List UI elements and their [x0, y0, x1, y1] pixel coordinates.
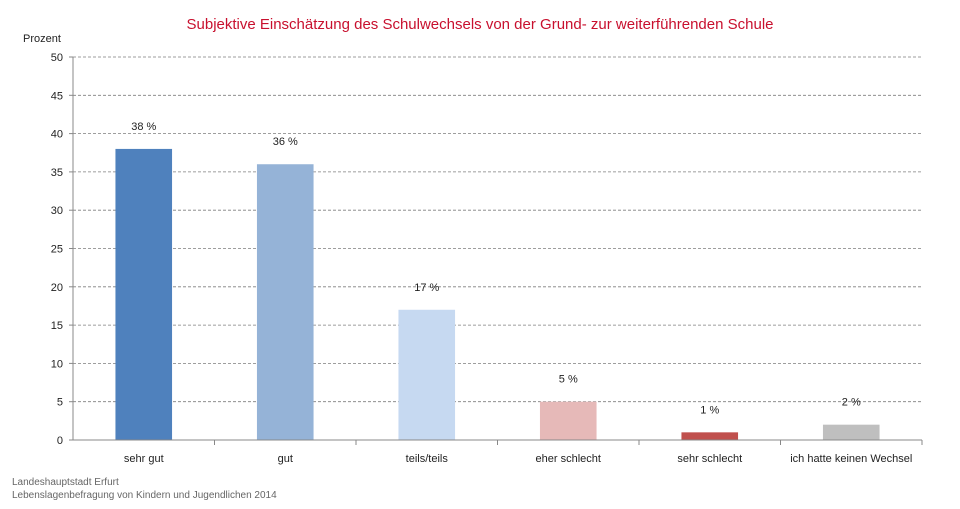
- x-tick-label-5: ich hatte keinen Wechsel: [790, 453, 912, 465]
- bar-3: [539, 401, 597, 440]
- bar-0: [115, 148, 173, 441]
- y-axis-label: Prozent: [23, 33, 61, 45]
- data-label-0: 38 %: [131, 121, 156, 133]
- y-tick-label-50: 50: [51, 52, 63, 64]
- y-tick-label-30: 30: [51, 205, 63, 217]
- data-label-3: 5 %: [559, 374, 578, 386]
- x-tick-label-2: teils/teils: [406, 453, 449, 465]
- y-tick-label-25: 25: [51, 244, 63, 256]
- x-tick-label-4: sehr schlecht: [677, 453, 742, 465]
- bars: [115, 148, 880, 441]
- y-tick-label-15: 15: [51, 320, 63, 332]
- x-tick-label-1: gut: [278, 453, 293, 465]
- x-tick-label-0: sehr gut: [124, 453, 164, 465]
- y-axis-ticks: 0 5 10 15 20 25 30 35 40 45 50: [51, 52, 63, 447]
- bar-1: [256, 164, 314, 441]
- gridlines: [69, 56, 922, 441]
- y-tick-label-20: 20: [51, 282, 63, 294]
- chart-title: Subjektive Einschätzung des Schulwechsel…: [186, 16, 774, 33]
- y-tick-label-0: 0: [57, 435, 63, 447]
- data-label-2: 17 %: [414, 282, 439, 294]
- y-tick-label-5: 5: [57, 397, 63, 409]
- y-tick-label-10: 10: [51, 358, 63, 370]
- y-tick-label-45: 45: [51, 90, 63, 102]
- x-axis-ticks: sehr gut gut teils/teils eher schlecht sehr …: [124, 440, 923, 465]
- y-tick-label-35: 35: [51, 167, 63, 179]
- data-labels: 38 % 36 % 17 % 5 % 1 % 2 %: [131, 121, 861, 416]
- x-tick-label-3: eher schlecht: [536, 453, 601, 465]
- data-label-1: 36 %: [273, 136, 298, 148]
- source-line-2: Lebenslagenbefragung von Kindern und Jug…: [12, 490, 277, 501]
- y-tick-label-40: 40: [51, 129, 63, 141]
- bar-4: [681, 432, 739, 440]
- bar-2: [398, 309, 456, 440]
- data-label-4: 1 %: [700, 404, 719, 416]
- bar-5: [822, 424, 880, 440]
- data-label-5: 2 %: [842, 397, 861, 409]
- source-line-1: Landeshauptstadt Erfurt: [12, 477, 119, 488]
